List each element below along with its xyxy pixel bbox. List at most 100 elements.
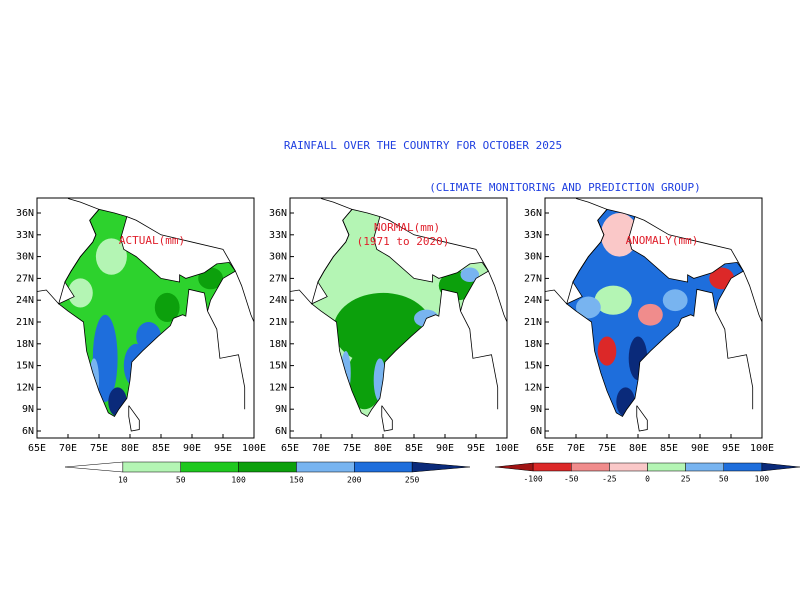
colorbar-segment [532, 462, 572, 472]
panel-label: ACTUAL(mm) [119, 234, 185, 247]
title: RAINFALL OVER THE COUNTRY FOR OCTOBER 20… [284, 139, 562, 152]
field-patch [95, 238, 127, 275]
lon-label: 70E [59, 443, 77, 454]
lat-label: 30N [16, 252, 34, 263]
subtitle: (CLIMATE MONITORING AND PREDICTION GROUP… [429, 181, 701, 194]
lon-label: 65E [536, 443, 554, 454]
lat-label: 36N [269, 208, 287, 219]
lat-label: 27N [524, 273, 542, 284]
colorbar: -100 -50 -25 0 25 50 100 [494, 462, 800, 484]
colorbar-label: 100 [755, 475, 770, 484]
lon-label: 100E [750, 443, 774, 454]
field-patch [600, 212, 639, 257]
lat-label: 21N [524, 317, 542, 328]
neighbor-border [488, 270, 507, 323]
lat-label: 9N [22, 404, 34, 415]
colorbar-label: 50 [176, 476, 186, 485]
lon-label: 75E [598, 443, 616, 454]
lat-label: 9N [275, 404, 287, 415]
lat-label: 30N [524, 252, 542, 263]
lat-label: 27N [269, 273, 287, 284]
colorbar-segment [122, 461, 181, 473]
neighbor-border [545, 198, 608, 305]
neighbor-border [37, 198, 100, 305]
field-patch [576, 296, 601, 319]
lon-label: 90E [183, 443, 201, 454]
field-patch [154, 292, 180, 323]
colorbar: 10 50 100 150 200 250 [64, 461, 471, 485]
field-patch [68, 278, 93, 308]
lat-label: 12N [16, 382, 34, 393]
colorbar-segment [647, 462, 686, 472]
colorbar-label: 250 [405, 476, 420, 485]
lat-label: 6N [530, 426, 542, 437]
colorbar-end [411, 461, 471, 473]
neighbor-border [128, 405, 140, 432]
colorbar-label: -100 [523, 475, 542, 484]
colorbar-segment [685, 462, 724, 472]
lon-label: 95E [467, 443, 485, 454]
frame [544, 197, 763, 439]
lat-label: 21N [269, 317, 287, 328]
colorbar-segment [571, 462, 610, 472]
lat-label: 15N [524, 361, 542, 372]
lat-label: 33N [269, 230, 287, 241]
lat-label: 24N [524, 295, 542, 306]
field-patch [594, 285, 632, 315]
neighbor-border [381, 405, 393, 432]
lat-label: 21N [16, 317, 34, 328]
colorbar-label: -25 [602, 475, 617, 484]
colorbar-end [761, 462, 800, 472]
lat-label: 15N [16, 361, 34, 372]
frame [289, 197, 508, 439]
panel-label: (1971 to 2020) [357, 235, 450, 248]
colorbar-label: 100 [231, 476, 246, 485]
lon-label: 100E [495, 443, 519, 454]
lat-label: 18N [269, 339, 287, 350]
lon-label: 80E [629, 443, 647, 454]
neighbor-border [126, 216, 236, 272]
lon-label: 85E [660, 443, 678, 454]
borders [37, 198, 254, 432]
lon-label: 75E [90, 443, 108, 454]
colorbar-segment [296, 461, 355, 473]
borders [290, 198, 507, 432]
lat-label: 18N [524, 339, 542, 350]
lon-label: 80E [121, 443, 139, 454]
lat-label: 18N [16, 339, 34, 350]
colorbar-segment [180, 461, 239, 473]
neighbor-border [636, 405, 648, 432]
field-patch [597, 336, 617, 366]
colorbar-label: -50 [564, 475, 579, 484]
lat-label: 6N [275, 426, 287, 437]
field-patch [662, 289, 688, 312]
panel-label: NORMAL(mm) [374, 221, 440, 234]
colorbar-label: 0 [645, 475, 650, 484]
lat-label: 9N [530, 404, 542, 415]
lat-label: 12N [269, 382, 287, 393]
colorbar-label: 25 [681, 475, 691, 484]
lat-label: 24N [16, 295, 34, 306]
lon-label: 90E [691, 443, 709, 454]
lat-label: 6N [22, 426, 34, 437]
lat-label: 24N [269, 295, 287, 306]
neighbor-border [207, 310, 246, 410]
lon-label: 95E [722, 443, 740, 454]
lat-label: 33N [524, 230, 542, 241]
lon-label: 85E [152, 443, 170, 454]
neighbor-border [743, 270, 762, 323]
neighbor-border [715, 310, 754, 410]
panel-label: ANOMALY(mm) [626, 234, 699, 247]
lat-label: 30N [269, 252, 287, 263]
colorbar-label: 150 [289, 476, 304, 485]
lon-label: 65E [281, 443, 299, 454]
lon-label: 85E [405, 443, 423, 454]
colorbar-label: 50 [719, 475, 729, 484]
lon-label: 65E [28, 443, 46, 454]
colorbar-label: 10 [118, 476, 128, 485]
borders [545, 198, 762, 432]
colorbar-label: 200 [347, 476, 362, 485]
neighbor-border [460, 310, 499, 410]
neighbor-border [379, 216, 489, 272]
